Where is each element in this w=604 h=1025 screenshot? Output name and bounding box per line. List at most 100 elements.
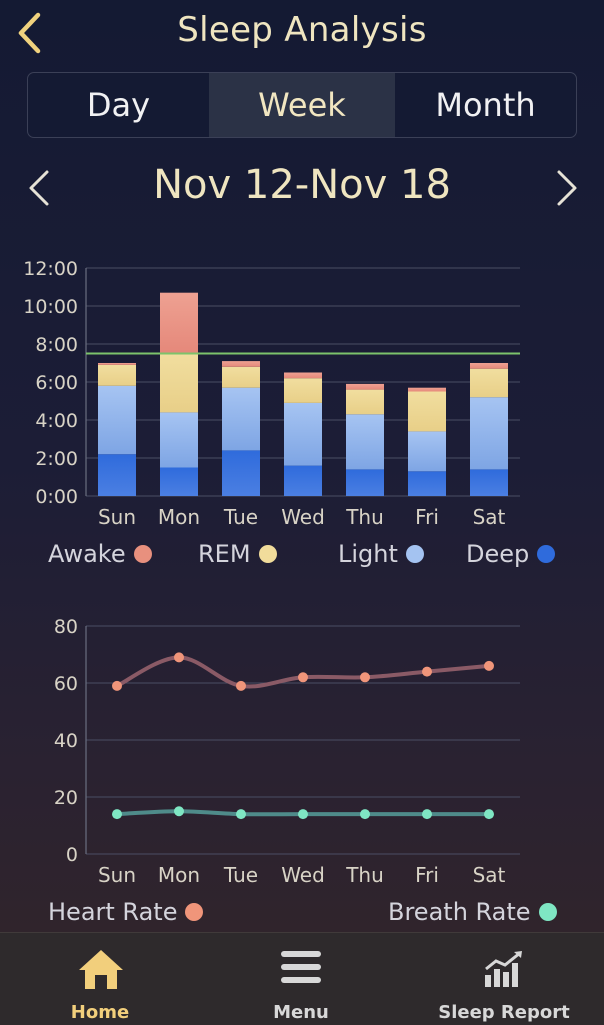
bar-awake-sat [470, 363, 508, 369]
legend-deep: Deep [466, 540, 556, 568]
page-title: Sleep Analysis [177, 10, 427, 50]
tabbar-sleep-report-label: Sleep Report [438, 1002, 570, 1023]
y-tick-label: 80 [54, 616, 78, 638]
bar-awake-wed [284, 372, 322, 379]
tabbar-menu-label: Menu [273, 1002, 329, 1023]
period-segmented-control: Day Week Month [27, 72, 577, 138]
heart-rate-point-mon [174, 652, 184, 663]
heart-rate-point-thu [360, 672, 370, 683]
bar-awake-mon [160, 292, 198, 354]
tabbar-sleep-report[interactable]: Sleep Report [434, 933, 574, 1025]
heart-rate-point-fri [422, 666, 432, 677]
heart-rate-point-wed [298, 672, 308, 683]
y-tick-label: 40 [54, 730, 78, 752]
bar-light-fri [408, 431, 446, 472]
bar-awake-sun [98, 363, 136, 365]
date-range-label: Nov 12-Nov 18 [153, 162, 451, 208]
legend-rem-label: REM [198, 540, 251, 568]
bar-awake-tue [222, 361, 260, 367]
y-tick-label: 2:00 [35, 448, 78, 470]
legend-breath-rate-label: Breath Rate [388, 898, 531, 926]
x-tick-label: Tue [223, 863, 258, 887]
legend-heart-rate: Heart Rate [48, 898, 204, 926]
x-tick-label: Tue [223, 505, 258, 529]
bar-light-mon [160, 412, 198, 468]
tab-month[interactable]: Month [435, 86, 536, 124]
tab-day[interactable]: Day [86, 86, 151, 124]
tabbar-menu[interactable]: Menu [241, 933, 361, 1025]
bar-rem-sun [98, 364, 136, 386]
tabbar-home[interactable]: Home [40, 933, 160, 1025]
breath-rate-point-sat [484, 809, 494, 820]
legend-heart-rate-label: Heart Rate [48, 898, 178, 926]
legend-awake: Awake [48, 540, 152, 568]
bar-deep-sat [470, 469, 508, 496]
bar-rem-mon [160, 353, 198, 413]
legend-deep-label: Deep [466, 540, 530, 568]
sleep-stages-bar-chart: 0:00 2:00 4:00 6:00 8:00 10:00 12:00 Sun Mon Tue W… [23, 258, 520, 529]
legend-light-label: Light [338, 540, 398, 568]
home-icon [79, 950, 123, 989]
x-tick-label: Fri [415, 505, 439, 529]
y-tick-label: 0:00 [35, 486, 78, 508]
heart-rate-point-tue [236, 680, 246, 691]
breath-rate-point-wed [298, 809, 308, 820]
x-tick-label: Wed [281, 505, 325, 529]
legend-rem-dot [258, 545, 277, 563]
y-tick-label: 10:00 [23, 296, 78, 318]
menu-icon [281, 951, 321, 983]
bar-deep-tue [222, 450, 260, 496]
bottom-tab-bar: Home Menu Sleep Report [0, 932, 604, 1025]
heart-rate-point-sat [484, 660, 494, 671]
date-range-row: Nov 12-Nov 18 [0, 158, 604, 218]
legend-breath-rate: Breath Rate [388, 898, 557, 926]
bar-rem-wed [284, 378, 322, 403]
sleep-report-icon [485, 951, 522, 987]
back-chevron-icon[interactable] [8, 6, 52, 56]
breath-rate-point-mon [174, 806, 184, 817]
y-tick-label: 4:00 [35, 410, 78, 432]
bar-deep-thu [346, 469, 384, 496]
breath-rate-point-sun [112, 809, 122, 820]
bar-light-wed [284, 402, 322, 466]
y-tick-label: 8:00 [35, 334, 78, 356]
x-tick-label: Sun [98, 863, 136, 887]
heart-rate-point-sun [112, 680, 122, 691]
legend-awake-label: Awake [48, 540, 126, 568]
vitals-line-chart: 0 20 40 60 80 Sun Mon Tue Wed Thu Fri Sat [54, 616, 520, 887]
tab-week[interactable]: Week [209, 73, 395, 137]
legend-light-dot [405, 545, 424, 563]
breath-rate-point-fri [422, 809, 432, 820]
bar-light-sat [470, 397, 508, 470]
legend-deep-dot [537, 545, 556, 563]
bar-deep-mon [160, 467, 198, 496]
x-tick-label: Thu [345, 505, 384, 529]
bar-deep-wed [284, 465, 322, 496]
legend-heart-rate-dot [185, 903, 204, 921]
next-week-chevron-icon[interactable] [548, 166, 584, 210]
breath-rate-point-thu [360, 809, 370, 820]
x-tick-label: Thu [345, 863, 384, 887]
tabbar-home-label: Home [70, 1002, 130, 1023]
breath-rate-point-tue [236, 809, 246, 820]
bar-rem-sat [470, 368, 508, 398]
y-tick-label: 20 [54, 787, 78, 809]
legend-rem: REM [198, 540, 277, 568]
x-tick-label: Sat [473, 863, 506, 887]
x-tick-label: Mon [158, 505, 200, 529]
y-tick-label: 6:00 [35, 372, 78, 394]
bar-light-thu [346, 414, 384, 470]
legend-breath-rate-dot [538, 903, 557, 921]
bar-deep-sun [98, 454, 136, 496]
x-tick-label: Sun [98, 505, 136, 529]
bar-deep-fri [408, 471, 446, 496]
bar-awake-fri [408, 387, 446, 392]
prev-week-chevron-icon[interactable] [22, 166, 58, 210]
x-tick-label: Wed [281, 863, 325, 887]
bar-rem-thu [346, 389, 384, 415]
bar-awake-thu [346, 383, 384, 390]
bar-light-sun [98, 385, 136, 455]
bar-rem-tue [222, 366, 260, 388]
header: Sleep Analysis [0, 0, 604, 66]
legend-light: Light [338, 540, 424, 568]
